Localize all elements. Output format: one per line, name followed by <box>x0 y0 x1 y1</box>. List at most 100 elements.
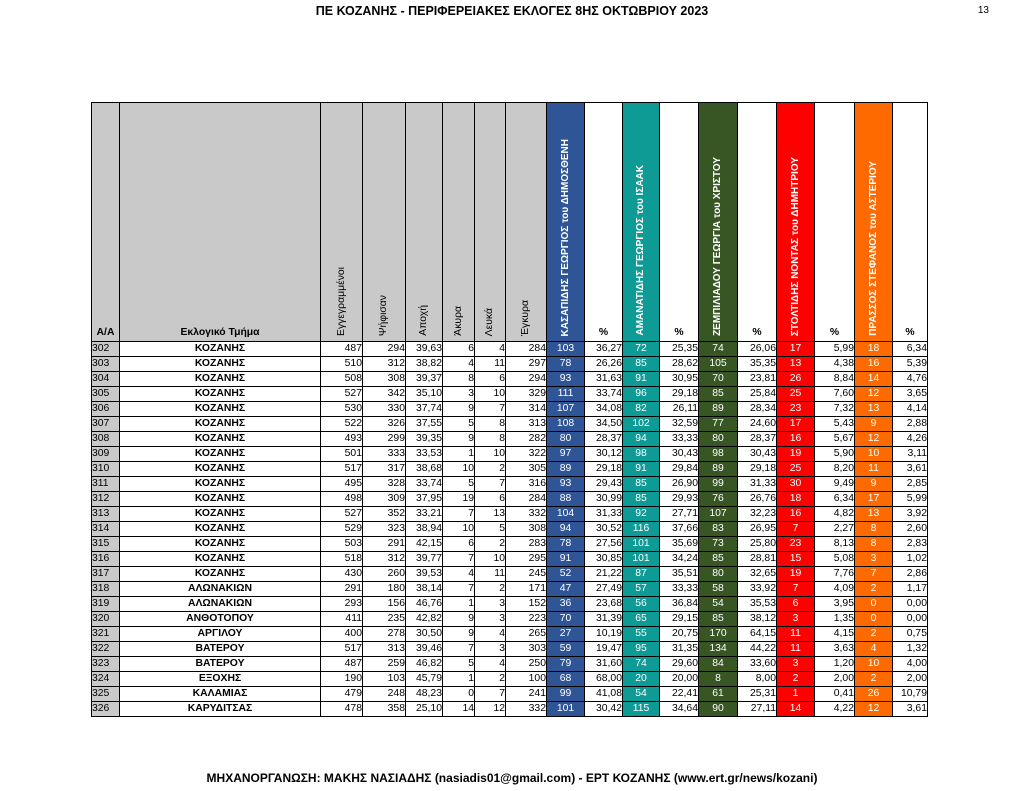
cell-pct-prassos: 5,39 <box>892 356 928 372</box>
cell-votes-prassos: 0 <box>854 596 893 612</box>
cell-egkyra: 284 <box>505 341 547 357</box>
cell-egkyra: 303 <box>505 641 547 657</box>
cell-pct-kasapidis: 68,00 <box>584 671 623 687</box>
cell-aa: 303 <box>91 356 120 372</box>
cell-pct-amanatidis: 35,51 <box>659 566 699 582</box>
cell-votes-stoltidis: 18 <box>776 491 815 507</box>
cell-votes-zempiliadou: 74 <box>698 341 738 357</box>
cell-tmima: ΚΟΖΑΝΗΣ <box>119 356 321 372</box>
cell-pct-prassos: 3,61 <box>892 461 928 477</box>
page-number: 13 <box>977 5 989 16</box>
cell-votes-zempiliadou: 85 <box>698 551 738 567</box>
cell-votes-kasapidis: 78 <box>546 536 585 552</box>
cell-votes-prassos: 16 <box>854 356 893 372</box>
cell-pct-prassos: 2,88 <box>892 416 928 432</box>
cell-votes-prassos: 13 <box>854 506 893 522</box>
cell-apoxi: 33,74 <box>405 476 443 492</box>
table-row: 307 ΚΟΖΑΝΗΣ 522 326 37,55 5 8 313 108 34,50 102 32,… <box>91 416 928 432</box>
cell-pct-stoltidis: 7,60 <box>814 386 855 402</box>
cell-psifisan: 317 <box>362 461 406 477</box>
cell-votes-kasapidis: 108 <box>546 416 585 432</box>
cell-pct-kasapidis: 30,52 <box>584 521 623 537</box>
table-row: 313 ΚΟΖΑΝΗΣ 527 352 33,21 7 13 332 104 31,33 92 27,… <box>91 506 928 522</box>
cell-apoxi: 39,35 <box>405 431 443 447</box>
cell-akyra: 9 <box>442 626 475 642</box>
cell-votes-stoltidis: 3 <box>776 611 815 627</box>
cell-votes-amanatidis: 85 <box>622 356 660 372</box>
cell-egkyra: 265 <box>505 626 547 642</box>
cell-pct-stoltidis: 3,95 <box>814 596 855 612</box>
cell-akyra: 6 <box>442 341 475 357</box>
header-tmima: Εκλογικό Τμήμα <box>119 102 321 342</box>
cell-pct-amanatidis: 29,84 <box>659 461 699 477</box>
cell-leyka: 2 <box>474 461 506 477</box>
cell-pct-amanatidis: 29,60 <box>659 656 699 672</box>
cell-pct-zempiliadou: 27,11 <box>737 701 777 717</box>
cell-pct-prassos: 4,00 <box>892 656 928 672</box>
cell-votes-stoltidis: 6 <box>776 596 815 612</box>
cell-egkyra: 284 <box>505 491 547 507</box>
cell-votes-amanatidis: 55 <box>622 626 660 642</box>
cell-pct-prassos: 4,76 <box>892 371 928 387</box>
table-row: 317 ΚΟΖΑΝΗΣ 430 260 39,53 4 11 245 52 21,22 87 35,5… <box>91 566 928 582</box>
cell-pct-amanatidis: 36,84 <box>659 596 699 612</box>
table-row: 314 ΚΟΖΑΝΗΣ 529 323 38,94 10 5 308 94 30,52 116 37,… <box>91 521 928 537</box>
cell-akyra: 7 <box>442 551 475 567</box>
cell-pct-amanatidis: 22,41 <box>659 686 699 702</box>
cell-pct-kasapidis: 41,08 <box>584 686 623 702</box>
header-candidate-amanatidis: ΑΜΑΝΑΤΙΔΗΣ ΓΕΩΡΓΙΟΣ του ΙΣΑΑΚ <box>622 102 660 342</box>
cell-votes-stoltidis: 19 <box>776 446 815 462</box>
cell-eggegrammenoi: 518 <box>320 551 363 567</box>
cell-egkyra: 316 <box>505 476 547 492</box>
cell-pct-zempiliadou: 28,81 <box>737 551 777 567</box>
cell-pct-stoltidis: 8,13 <box>814 536 855 552</box>
cell-tmima: ΒΑΤΕΡΟΥ <box>119 656 321 672</box>
cell-psifisan: 308 <box>362 371 406 387</box>
cell-psifisan: 294 <box>362 341 406 357</box>
cell-votes-kasapidis: 70 <box>546 611 585 627</box>
cell-votes-zempiliadou: 8 <box>698 671 738 687</box>
cell-votes-kasapidis: 80 <box>546 431 585 447</box>
cell-egkyra: 241 <box>505 686 547 702</box>
table-row: 312 ΚΟΖΑΝΗΣ 498 309 37,95 19 6 284 88 30,99 85 29,9… <box>91 491 928 507</box>
cell-votes-zempiliadou: 105 <box>698 356 738 372</box>
cell-votes-stoltidis: 16 <box>776 506 815 522</box>
header-candidate-stoltidis: ΣΤΟΛΤΙΔΗΣ ΝΟΝΤΑΣ του ΔΗΜΗΤΡΙΟΥ <box>776 102 815 342</box>
cell-votes-amanatidis: 72 <box>622 341 660 357</box>
cell-votes-stoltidis: 2 <box>776 671 815 687</box>
cell-egkyra: 332 <box>505 506 547 522</box>
cell-votes-prassos: 3 <box>854 551 893 567</box>
cell-votes-amanatidis: 56 <box>622 596 660 612</box>
cell-pct-amanatidis: 20,75 <box>659 626 699 642</box>
cell-votes-prassos: 9 <box>854 416 893 432</box>
cell-votes-amanatidis: 98 <box>622 446 660 462</box>
cell-egkyra: 250 <box>505 656 547 672</box>
table-row: 302 ΚΟΖΑΝΗΣ 487 294 39,63 6 4 284 103 36,27 72 25,3… <box>91 341 928 357</box>
cell-tmima: ΚΑΡΥΔΙΤΣΑΣ <box>119 701 321 717</box>
results-table: Α/Α Εκλογικό Τμήμα Εγγεγραμμένοι Ψήφισαν… <box>91 102 928 717</box>
header-candidate-prassos: ΠΡΑΣΣΟΣ ΣΤΕΦΑΝΟΣ του ΑΣΤΕΡΙΟΥ <box>854 102 893 342</box>
cell-votes-kasapidis: 107 <box>546 401 585 417</box>
cell-votes-zempiliadou: 134 <box>698 641 738 657</box>
cell-pct-amanatidis: 30,95 <box>659 371 699 387</box>
table-row: 304 ΚΟΖΑΝΗΣ 508 308 39,37 8 6 294 93 31,63 91 30,95… <box>91 371 928 387</box>
cell-pct-amanatidis: 20,00 <box>659 671 699 687</box>
header-pct-kasapidis: % <box>584 102 623 342</box>
cell-pct-stoltidis: 5,43 <box>814 416 855 432</box>
cell-psifisan: 342 <box>362 386 406 402</box>
cell-votes-stoltidis: 15 <box>776 551 815 567</box>
cell-egkyra: 314 <box>505 401 547 417</box>
cell-psifisan: 103 <box>362 671 406 687</box>
cell-pct-zempiliadou: 28,37 <box>737 431 777 447</box>
cell-aa: 318 <box>91 581 120 597</box>
cell-aa: 306 <box>91 401 120 417</box>
cell-pct-stoltidis: 7,32 <box>814 401 855 417</box>
cell-pct-amanatidis: 35,69 <box>659 536 699 552</box>
cell-aa: 310 <box>91 461 120 477</box>
cell-votes-amanatidis: 85 <box>622 491 660 507</box>
header-candidate-zempiliadou: ΖΕΜΠΙΛΙΑΔΟΥ ΓΕΩΡΓΙΑ του ΧΡΙΣΤΟΥ <box>698 102 738 342</box>
cell-votes-amanatidis: 91 <box>622 371 660 387</box>
cell-votes-prassos: 18 <box>854 341 893 357</box>
cell-pct-prassos: 1,32 <box>892 641 928 657</box>
cell-tmima: ΚΟΖΑΝΗΣ <box>119 566 321 582</box>
